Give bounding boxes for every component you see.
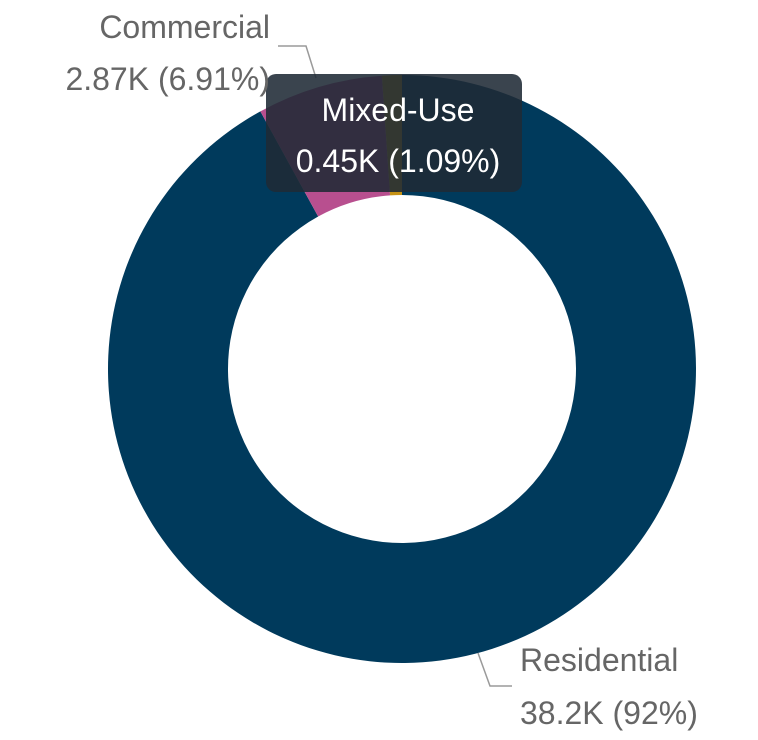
leader-line-commercial bbox=[278, 46, 316, 78]
label-commercial-name: Commercial bbox=[99, 9, 270, 45]
label-residential-value: 38.2K (92%) bbox=[520, 695, 698, 731]
tooltip-value: 0.45K (1.09%) bbox=[296, 143, 501, 179]
chart-tooltip: Mixed-Use 0.45K (1.09%) bbox=[266, 74, 522, 192]
label-commercial-value: 2.87K (6.91%) bbox=[65, 61, 270, 97]
label-residential-name: Residential bbox=[520, 642, 678, 678]
tooltip-category: Mixed-Use bbox=[322, 92, 475, 128]
leader-line-residential bbox=[478, 653, 512, 686]
